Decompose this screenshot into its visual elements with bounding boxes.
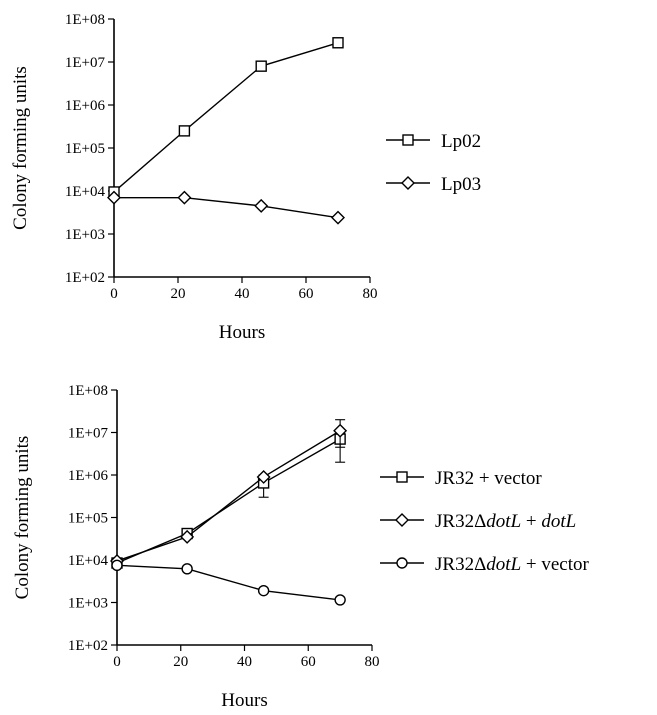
data-point — [255, 60, 267, 72]
legend-marker — [402, 134, 414, 146]
data-point — [178, 125, 191, 137]
data-point — [181, 563, 193, 575]
y-tick-label: 1E+05 — [65, 141, 105, 157]
x-tick-label: 20 — [171, 286, 186, 302]
data-point — [334, 594, 346, 606]
y-tick-label: 1E+06 — [68, 468, 109, 484]
data-point — [256, 469, 271, 484]
x-tick-label: 60 — [299, 286, 314, 302]
series-line-0 — [113, 42, 339, 193]
series-line-0 — [116, 438, 341, 564]
data-point — [111, 559, 123, 572]
x-axis-label: Hours — [221, 690, 267, 711]
data-point — [257, 584, 270, 597]
x-tick-label: 20 — [173, 654, 188, 670]
x-tick-label: 40 — [235, 286, 250, 302]
chart-top: 1E+02 1E+03 1E+04 1E+05 1E+06 1E+07 1E+08 0 20 40… — [10, 12, 481, 343]
data-point — [331, 210, 345, 225]
y-tick-label: 1E+04 — [68, 553, 109, 569]
data-point — [107, 190, 121, 205]
data-point — [333, 423, 348, 438]
y-axis-label: Colony forming units — [10, 66, 31, 230]
chart-bottom: 1E+02 1E+03 1E+04 1E+05 1E+06 1E+07 1E+08 0 20 40… — [12, 383, 590, 711]
x-tick-label: 0 — [110, 286, 118, 302]
y-axis-label: Colony forming units — [12, 436, 33, 600]
y-tick-label: 1E+05 — [68, 511, 108, 527]
data-point — [254, 198, 269, 213]
x-tick-label: 40 — [237, 654, 252, 670]
legend-label: Lp02 — [441, 131, 481, 152]
legend-label: Lp03 — [441, 174, 481, 195]
legend-marker — [401, 176, 415, 190]
y-tick-label: 1E+04 — [65, 184, 106, 200]
x-axis-label: Hours — [219, 322, 265, 343]
y-tick-label: 1E+06 — [65, 98, 106, 114]
legend-label: JR32ΔdotL + vector — [435, 554, 590, 575]
x-tick-label: 80 — [363, 286, 378, 302]
x-tick-label: 80 — [365, 654, 380, 670]
legend-marker — [396, 557, 408, 569]
y-tick-label: 1E+07 — [65, 55, 106, 71]
y-tick-label: 1E+03 — [68, 596, 108, 612]
legend-label: JR32 + vector — [435, 468, 542, 489]
data-point — [177, 190, 192, 205]
y-tick-label: 1E+08 — [68, 383, 108, 399]
series-line-2 — [116, 564, 341, 601]
legend-label: JR32ΔdotL + dotL — [435, 511, 576, 532]
y-tick-label: 1E+02 — [65, 270, 105, 286]
y-tick-label: 1E+07 — [68, 426, 109, 442]
x-tick-label: 60 — [301, 654, 316, 670]
x-tick-label: 0 — [113, 654, 121, 670]
series-line-1 — [114, 196, 339, 219]
series-line-1 — [116, 430, 341, 562]
legend-marker — [396, 471, 408, 483]
data-point — [180, 529, 195, 544]
y-tick-label: 1E+08 — [65, 12, 105, 28]
y-tick-label: 1E+03 — [65, 227, 105, 243]
legend-marker — [395, 513, 409, 527]
y-tick-label: 1E+02 — [68, 638, 108, 654]
data-point — [332, 37, 344, 49]
